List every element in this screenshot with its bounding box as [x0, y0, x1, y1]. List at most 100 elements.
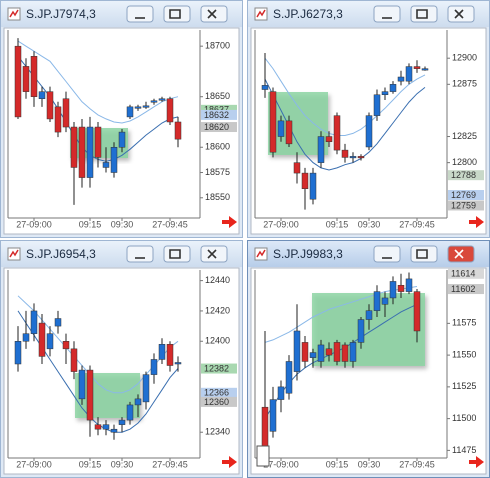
chart-window: S.JP.J7974,3 18550 18575 18600 18650 18700 186… [0, 0, 243, 238]
y-tick-label: 11550 [452, 349, 476, 359]
candle-body [309, 352, 317, 358]
candle-body [397, 76, 405, 82]
price-tag [201, 396, 237, 407]
candle-body [118, 131, 126, 148]
x-tick-label: 27-09:45 [399, 459, 435, 469]
candle-body [38, 322, 46, 357]
price-tag-label: 12366 [204, 388, 229, 398]
close-button-glyph [454, 249, 464, 259]
close-button[interactable] [200, 245, 228, 263]
y-tick-label: 11575 [452, 318, 476, 328]
candle-body [110, 146, 118, 173]
candle-body [301, 342, 309, 362]
maximize-button[interactable] [410, 5, 438, 23]
x-tick-label: 27-09:00 [263, 459, 299, 469]
candle-body [78, 369, 86, 400]
candle-body [110, 428, 118, 433]
candle-body [30, 310, 38, 334]
maximize-button[interactable] [163, 245, 191, 263]
candle-body [22, 66, 30, 92]
window-icon-glyph [256, 9, 266, 18]
scroll-arrow[interactable] [469, 456, 484, 468]
candle-body [102, 424, 110, 430]
close-button-glyph [207, 249, 217, 259]
y-tick-label: 12900 [452, 53, 477, 63]
maximize-button-glyph [169, 9, 181, 19]
candle-body [317, 136, 325, 163]
price-tag-label: 12788 [451, 170, 476, 180]
candle-body [413, 291, 421, 332]
x-tick-label: 27-09:00 [16, 219, 52, 229]
candle-body [341, 344, 349, 362]
candle-body [333, 342, 341, 362]
maximize-button-glyph [169, 249, 181, 259]
price-tag-label: 18620 [204, 122, 229, 132]
x-tick-label: 09:15 [326, 459, 349, 469]
candle-body [397, 284, 405, 292]
minimize-button[interactable] [373, 245, 401, 263]
candle-body [126, 106, 134, 118]
y-tick-label: 12800 [452, 157, 477, 167]
minimize-button[interactable] [126, 245, 154, 263]
candle-body [285, 361, 293, 394]
window-title: S.JP.J6954,3 [26, 247, 96, 261]
price-tag-label: 12382 [204, 363, 229, 373]
y-tick-label: 18700 [205, 41, 230, 51]
candle-body [389, 84, 397, 92]
close-button[interactable] [447, 5, 475, 23]
candle-body [54, 106, 62, 133]
x-tick-label: 27-09:45 [399, 219, 435, 229]
candle-body [94, 424, 102, 430]
minimize-button[interactable] [373, 5, 401, 23]
candle-body [150, 359, 158, 375]
y-tick-label: 11525 [452, 381, 476, 391]
y-tick-label: 18550 [205, 192, 230, 202]
candle-body [261, 85, 269, 90]
x-tick-label: 27-09:45 [152, 459, 188, 469]
candle-body [78, 126, 86, 178]
candle-body [126, 404, 134, 421]
candle-body [421, 68, 429, 71]
price-tag [448, 200, 484, 211]
candle-body [277, 386, 285, 400]
y-tick-label: 12825 [452, 131, 477, 141]
candle-body [86, 369, 94, 421]
y-tick-label: 12340 [205, 427, 230, 437]
y-tick-label: 18575 [205, 167, 230, 177]
candle-body [134, 398, 142, 406]
candle-body [38, 91, 46, 99]
scroll-arrow[interactable] [469, 216, 484, 228]
close-button[interactable] [200, 5, 228, 23]
price-tag-label: 12759 [451, 200, 476, 210]
price-tag [448, 190, 484, 201]
maximize-button[interactable] [163, 5, 191, 23]
y-tick-label: 12440 [205, 275, 230, 285]
candle-body [22, 333, 30, 342]
candle-body [70, 348, 78, 372]
x-tick-label: 27-09:45 [152, 219, 188, 229]
candle-body [309, 172, 317, 200]
candle-body [365, 115, 373, 148]
x-tick-label: 09:30 [358, 459, 381, 469]
candle-body [142, 105, 150, 108]
close-button[interactable] [447, 245, 475, 263]
scroll-arrow[interactable] [222, 216, 237, 228]
price-tag-label: 12769 [451, 190, 476, 200]
moving-average-line [17, 40, 179, 124]
candle-body [349, 156, 357, 159]
scroll-arrow[interactable] [222, 456, 237, 468]
minimize-button[interactable] [126, 5, 154, 23]
maximize-button-glyph [416, 249, 428, 259]
candle-body [142, 374, 150, 403]
candle-body [166, 98, 174, 123]
candle-body [389, 281, 397, 299]
maximize-button[interactable] [410, 245, 438, 263]
candle-body [357, 156, 365, 159]
x-tick-label: 27-09:00 [263, 219, 299, 229]
window-icon-glyph [9, 9, 19, 18]
close-button-glyph [454, 9, 464, 19]
candle-body [293, 330, 301, 372]
price-tag-label: 11602 [451, 284, 475, 294]
candle-body [70, 126, 78, 168]
candle-body [301, 172, 309, 190]
